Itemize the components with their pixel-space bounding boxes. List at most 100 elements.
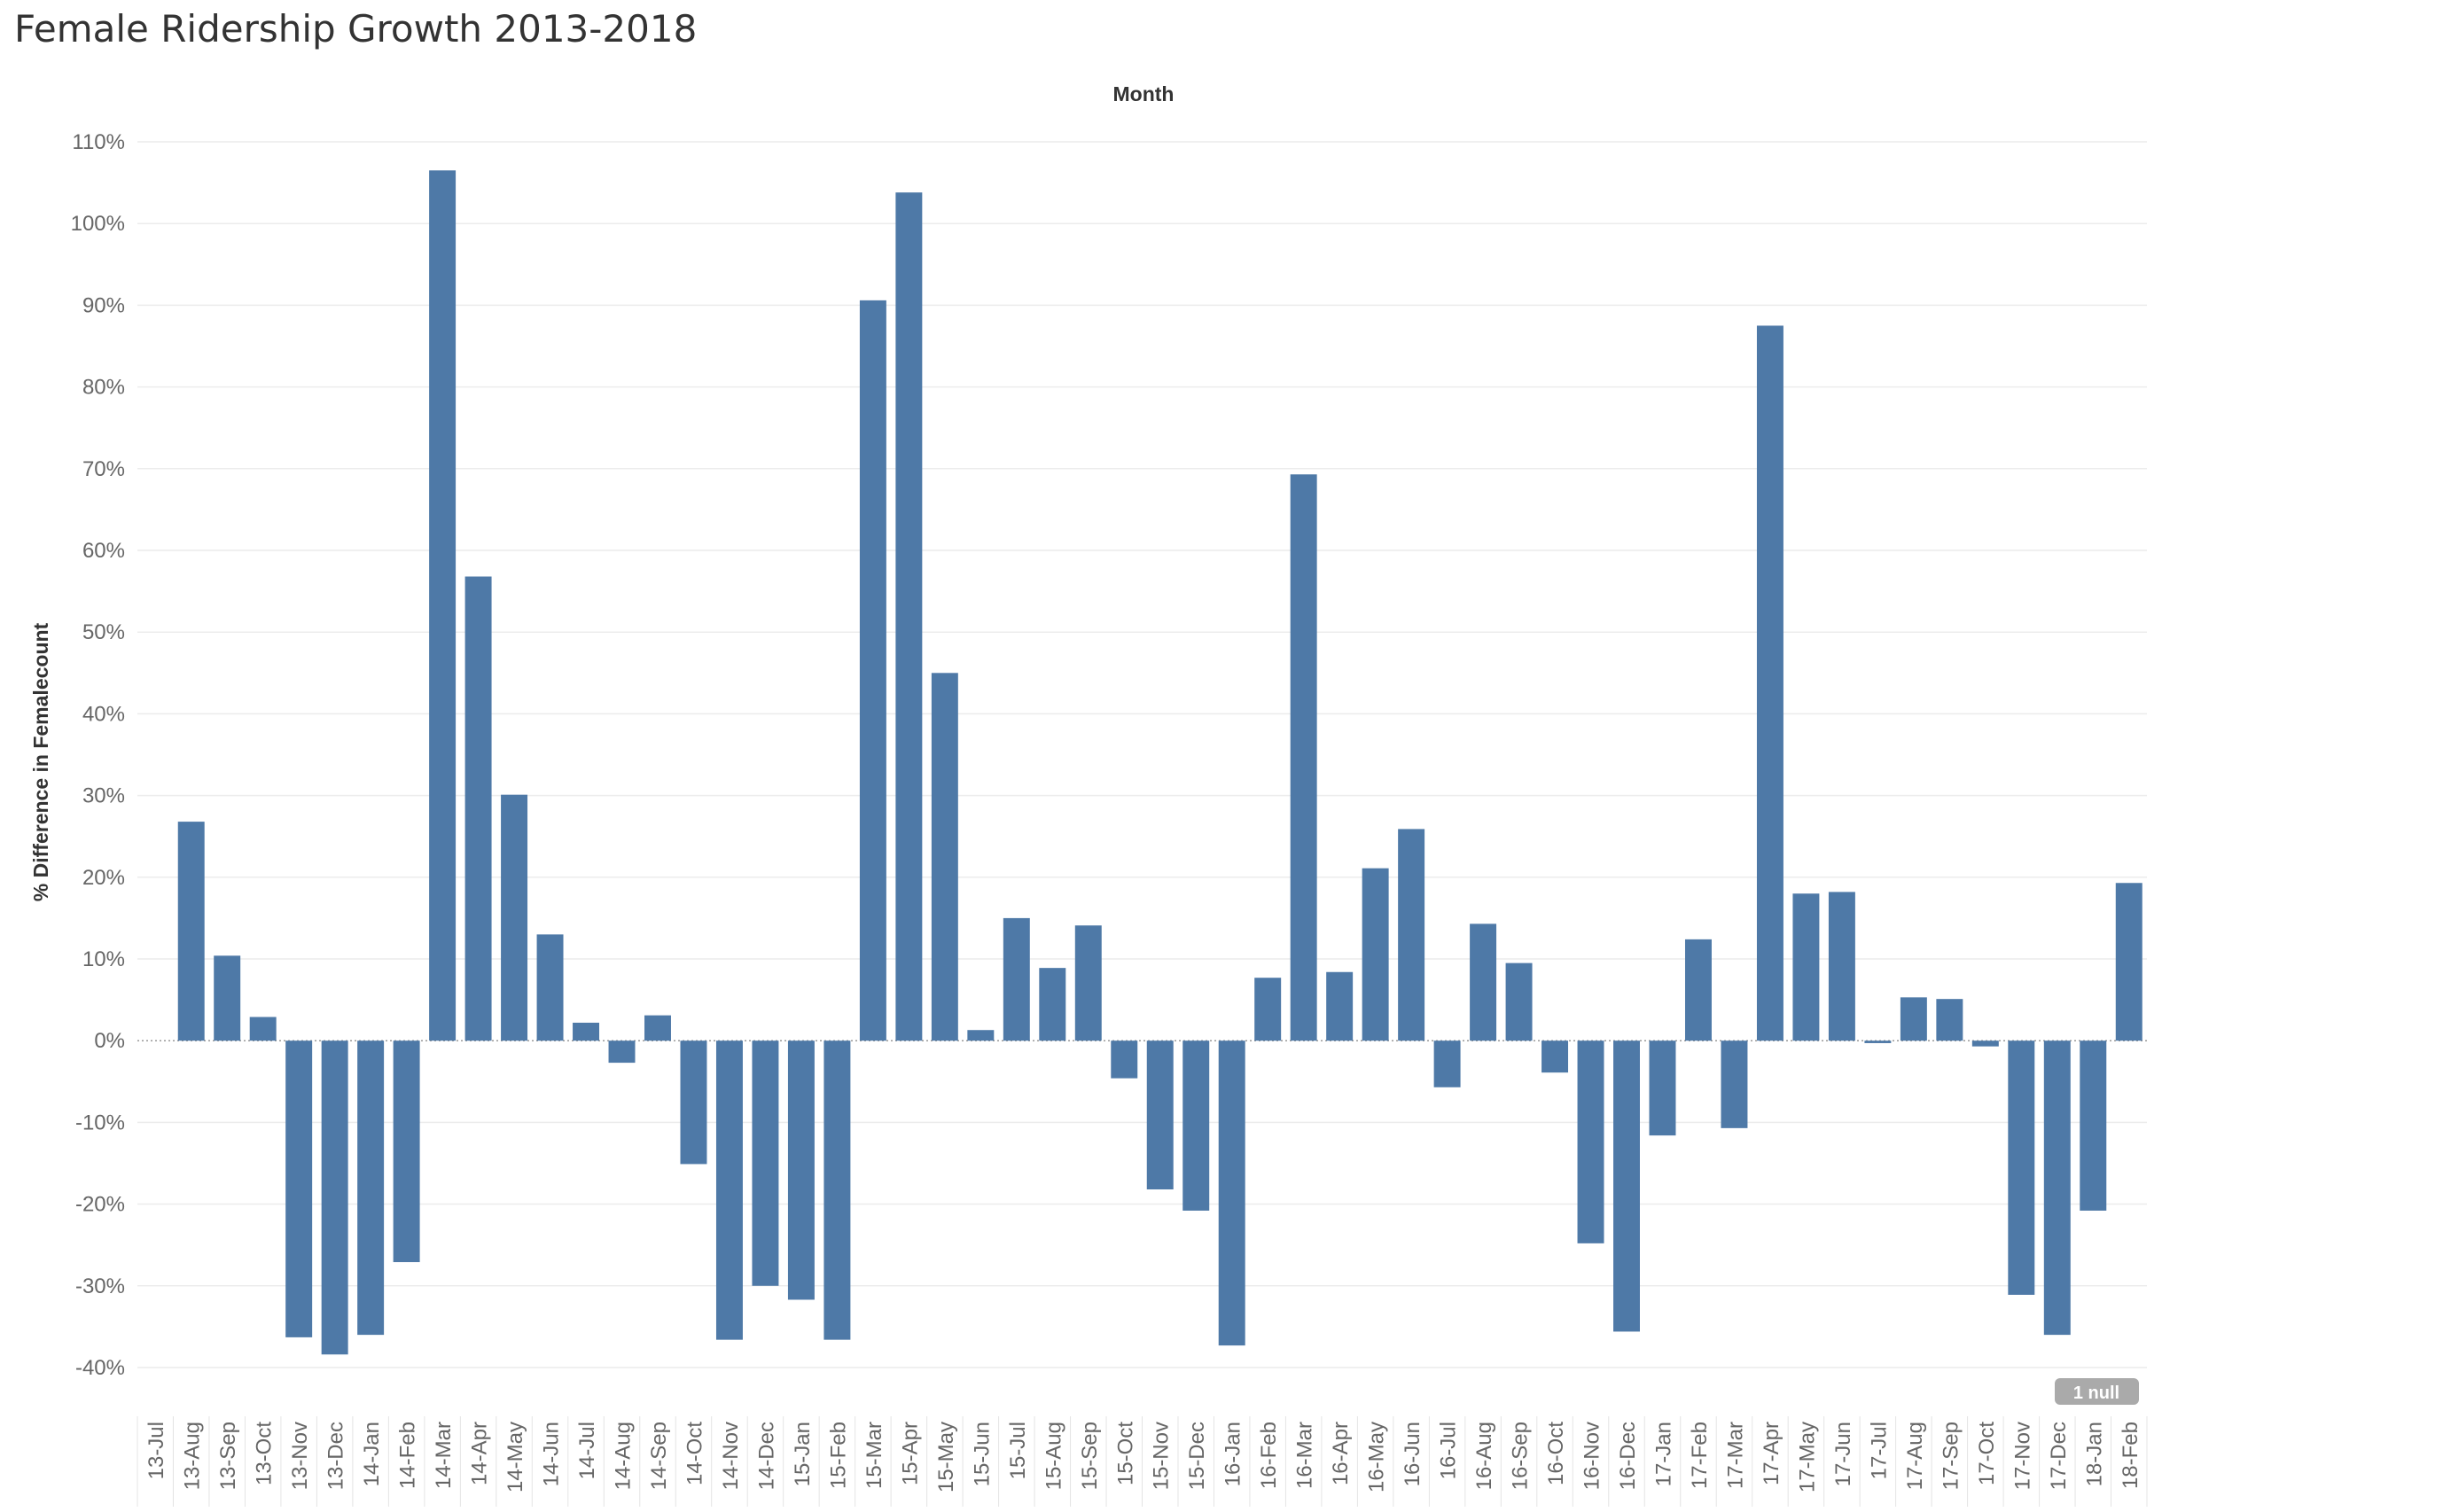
bar-14-Nov[interactable]: [715, 1040, 743, 1340]
x-tick-label: 17-Apr: [1760, 1422, 1783, 1485]
x-tick-label: 15-Jun: [970, 1422, 994, 1486]
x-tick-label: 17-Sep: [1939, 1422, 1963, 1490]
x-tick-label: 15-Feb: [826, 1422, 850, 1489]
y-axis-ticks: 110% 100% 90% 80% 70% 60% 50% 40% 30% 20% 10% 0% -10…: [71, 130, 125, 1380]
x-tick-label: 14-Jun: [540, 1422, 564, 1486]
x-tick-label: 14-Apr: [468, 1422, 492, 1485]
bar-15-Mar[interactable]: [859, 300, 886, 1041]
bar-14-Jun[interactable]: [536, 934, 564, 1041]
bar-14-Oct[interactable]: [680, 1040, 707, 1165]
bar-16-Jun[interactable]: [1398, 829, 1425, 1041]
bar-15-Jan[interactable]: [787, 1040, 815, 1300]
x-tick-label: 13-Sep: [216, 1422, 240, 1490]
bar-13-Sep[interactable]: [214, 955, 241, 1041]
y-tick-label: 10%: [82, 947, 125, 971]
y-tick-label: -40%: [75, 1356, 125, 1380]
x-tick-label: 16-Apr: [1329, 1422, 1353, 1485]
null-indicator-badge[interactable]: 1 null: [2055, 1378, 2139, 1405]
bar-16-Apr[interactable]: [1326, 971, 1354, 1041]
bar-17-Aug[interactable]: [1900, 997, 1927, 1041]
x-tick-label: 17-Jan: [1651, 1422, 1675, 1486]
bar-16-Oct[interactable]: [1542, 1040, 1569, 1073]
bar-14-Sep[interactable]: [644, 1015, 671, 1041]
null-indicator-background: [2055, 1378, 2139, 1405]
bar-16-Jan[interactable]: [1218, 1040, 1245, 1346]
bar-16-Sep[interactable]: [1505, 963, 1533, 1041]
bar-16-Jul[interactable]: [1433, 1040, 1461, 1087]
x-tick-label: 17-Dec: [2047, 1422, 2071, 1490]
x-tick-label: 15-Jul: [1006, 1422, 1030, 1479]
bar-14-May[interactable]: [501, 794, 528, 1041]
x-axis-title: Month: [1113, 82, 1175, 105]
bar-15-Feb[interactable]: [823, 1040, 851, 1340]
bar-13-Oct[interactable]: [249, 1017, 277, 1041]
bar-16-Feb[interactable]: [1254, 978, 1282, 1041]
x-tick-label: 16-Jan: [1222, 1422, 1245, 1486]
x-tick-label: 16-Feb: [1257, 1422, 1281, 1489]
bar-17-Feb[interactable]: [1684, 939, 1712, 1041]
x-tick-label: 17-Nov: [2010, 1422, 2034, 1490]
bar-15-Apr[interactable]: [895, 192, 923, 1041]
bar-14-Aug[interactable]: [608, 1040, 636, 1064]
bar-15-Oct[interactable]: [1111, 1040, 1138, 1079]
x-tick-label: 15-Nov: [1150, 1422, 1174, 1490]
bar-17-Jan[interactable]: [1649, 1040, 1676, 1136]
bar-15-Dec[interactable]: [1182, 1040, 1210, 1211]
x-tick-label: 17-Mar: [1723, 1422, 1747, 1489]
null-indicator-label: 1 null: [2073, 1383, 2119, 1403]
bar-16-Aug[interactable]: [1470, 924, 1497, 1041]
x-axis-ticks: 13-Jul 13-Aug 13-Sep 13-Oct 13-Nov 13-Dec 14-J…: [137, 1416, 2148, 1507]
x-tick-label: 14-Sep: [647, 1422, 671, 1490]
x-tick-label: 16-Nov: [1581, 1422, 1604, 1490]
x-tick-label: 17-Jul: [1867, 1422, 1891, 1479]
bar-14-Mar[interactable]: [429, 170, 457, 1041]
bar-18-Jan[interactable]: [2080, 1040, 2107, 1211]
bar-15-Jul[interactable]: [1003, 917, 1030, 1041]
x-tick-label: 15-Dec: [1185, 1422, 1209, 1490]
x-tick-label: 16-Sep: [1509, 1422, 1533, 1490]
bar-15-Jun[interactable]: [967, 1030, 995, 1041]
bar-15-May[interactable]: [931, 673, 958, 1041]
bar-14-Feb[interactable]: [393, 1040, 420, 1263]
bar-14-Jul[interactable]: [573, 1022, 600, 1041]
bar-15-Sep[interactable]: [1074, 925, 1102, 1041]
y-tick-label: 30%: [82, 784, 125, 808]
bar-14-Jan[interactable]: [357, 1040, 385, 1336]
x-tick-label: 15-Oct: [1113, 1422, 1137, 1485]
bar-16-Mar[interactable]: [1290, 474, 1317, 1041]
bar-15-Nov[interactable]: [1146, 1040, 1174, 1190]
bar-16-May[interactable]: [1362, 868, 1389, 1041]
bar-17-May[interactable]: [1792, 893, 1820, 1041]
y-tick-label: 40%: [82, 702, 125, 726]
bar-17-Jul[interactable]: [1864, 1040, 1892, 1043]
bar-13-Dec[interactable]: [321, 1040, 348, 1355]
bar-13-Aug[interactable]: [177, 822, 205, 1041]
y-tick-label: 50%: [82, 620, 125, 644]
bar-13-Nov[interactable]: [285, 1040, 313, 1337]
bar-17-Sep[interactable]: [1936, 999, 1963, 1041]
bar-17-Jun[interactable]: [1828, 892, 1855, 1041]
bar-16-Dec[interactable]: [1613, 1040, 1640, 1332]
x-tick-label: 13-Nov: [288, 1422, 312, 1490]
x-tick-label: 15-Apr: [898, 1422, 922, 1485]
bar-15-Aug[interactable]: [1039, 968, 1066, 1041]
bar-16-Nov[interactable]: [1577, 1040, 1604, 1243]
bar-17-Dec[interactable]: [2043, 1040, 2071, 1336]
bar-18-Feb[interactable]: [2115, 883, 2143, 1041]
bar-14-Apr[interactable]: [464, 576, 492, 1041]
x-tick-label: 14-Dec: [754, 1422, 778, 1490]
bar-14-Dec[interactable]: [752, 1040, 779, 1286]
x-tick-label: 15-Aug: [1042, 1422, 1065, 1490]
x-tick-label: 16-Aug: [1472, 1422, 1496, 1490]
bar-17-Mar[interactable]: [1721, 1040, 1748, 1128]
x-tick-label: 17-Feb: [1688, 1422, 1712, 1489]
y-tick-label: 110%: [72, 130, 125, 154]
x-tick-label: 13-Oct: [253, 1422, 277, 1485]
bar-17-Nov[interactable]: [2008, 1040, 2035, 1295]
x-tick-label: 15-May: [934, 1422, 958, 1493]
y-tick-label: -10%: [75, 1111, 125, 1134]
bar-17-Oct[interactable]: [1971, 1040, 1999, 1047]
bar-17-Apr[interactable]: [1756, 325, 1783, 1041]
x-tick-label: 16-Jul: [1437, 1422, 1461, 1479]
